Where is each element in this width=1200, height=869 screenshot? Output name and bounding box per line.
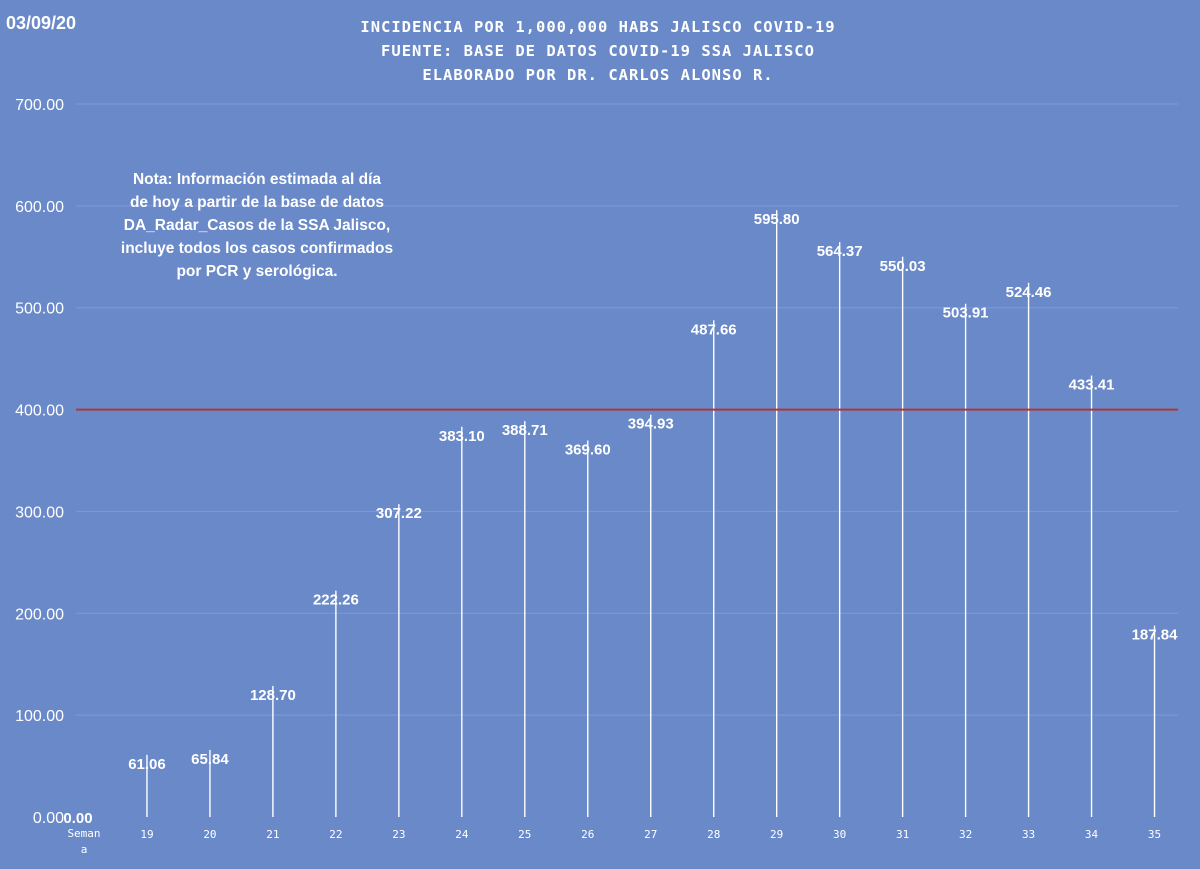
y-tick-label: 100.00: [15, 708, 64, 725]
note-line-3: DA_Radar_Casos de la SSA Jalisco,: [124, 217, 391, 234]
data-label: 222.26: [313, 592, 359, 609]
data-label: 383.10: [439, 428, 485, 445]
date-stamp: 03/09/20: [6, 13, 76, 33]
chart-title-line-3: ELABORADO POR DR. CARLOS ALONSO R.: [422, 66, 773, 84]
x-tick-label: 33: [1022, 828, 1035, 841]
y-tick-label: 500.00: [15, 301, 64, 318]
x-tick-label: 30: [833, 828, 846, 841]
x-axis-tick-labels: Seman a 19 20 21 22 23 24 25 26 27 28 29 30 31 32 33 34 35: [67, 827, 1161, 856]
x-tick-label: 34: [1085, 828, 1099, 841]
data-label: 65.84: [191, 751, 229, 768]
chart-title: INCIDENCIA POR 1,000,000 HABS JALISCO CO…: [360, 18, 835, 84]
x-tick-label: 26: [581, 828, 594, 841]
data-label: 433.41: [1069, 377, 1115, 394]
data-label: 595.80: [754, 211, 800, 228]
x-tick-label: 32: [959, 828, 972, 841]
x-tick-label: 31: [896, 828, 909, 841]
data-label: 128.70: [250, 687, 296, 704]
note-line-4: incluye todos los casos confirmados: [121, 240, 393, 257]
y-tick-label: 600.00: [15, 199, 64, 216]
note-line-1: Nota: Información estimada al día: [133, 171, 381, 188]
x-tick-label: 25: [518, 828, 531, 841]
data-label: 564.37: [817, 243, 863, 260]
data-label: 503.91: [943, 305, 989, 322]
data-label: 524.46: [1006, 284, 1052, 301]
data-label: 369.60: [565, 442, 611, 459]
data-label: 307.22: [376, 505, 422, 522]
x-tick-label: 23: [392, 828, 405, 841]
note-line-2: de hoy a partir de la base de datos: [130, 194, 384, 211]
x-tick-label: Seman: [67, 827, 100, 840]
x-tick-label: 29: [770, 828, 783, 841]
x-tick-label: 20: [203, 828, 216, 841]
note-box: Nota: Información estimada al día de hoy…: [121, 171, 393, 280]
y-tick-label: 200.00: [15, 606, 64, 623]
x-tick-label: 28: [707, 828, 720, 841]
y-axis-tick-labels: 0.00 100.00 200.00 300.00 400.00 500.00 600.00…: [15, 97, 64, 827]
data-label: 487.66: [691, 321, 737, 338]
chart-title-line-1: INCIDENCIA POR 1,000,000 HABS JALISCO CO…: [360, 18, 835, 36]
data-label: 394.93: [628, 416, 674, 433]
x-tick-label: 24: [455, 828, 469, 841]
y-tick-label: 0.00: [33, 810, 64, 827]
data-label: 388.71: [502, 422, 548, 439]
x-tick-label: 27: [644, 828, 657, 841]
x-tick-label-wrap: a: [81, 843, 88, 856]
y-tick-label: 700.00: [15, 97, 64, 114]
data-label: 61.06: [128, 756, 166, 773]
y-tick-label: 400.00: [15, 403, 64, 420]
x-tick-label: 19: [140, 828, 153, 841]
note-line-5: por PCR y serológica.: [176, 263, 337, 280]
data-label: 550.03: [880, 258, 926, 275]
x-tick-label: 21: [266, 828, 279, 841]
y-tick-label: 300.00: [15, 504, 64, 521]
bars: [146, 210, 1156, 817]
chart-title-line-2: FUENTE: BASE DE DATOS COVID-19 SSA JALIS…: [381, 42, 815, 60]
x-tick-label: 22: [329, 828, 342, 841]
data-label: 0.00: [63, 810, 92, 827]
data-label: 187.84: [1132, 627, 1179, 644]
data-labels: 0.00 61.06 65.84 128.70 222.26 307.22 383.10 38…: [63, 211, 1178, 827]
x-tick-label: 35: [1148, 828, 1161, 841]
